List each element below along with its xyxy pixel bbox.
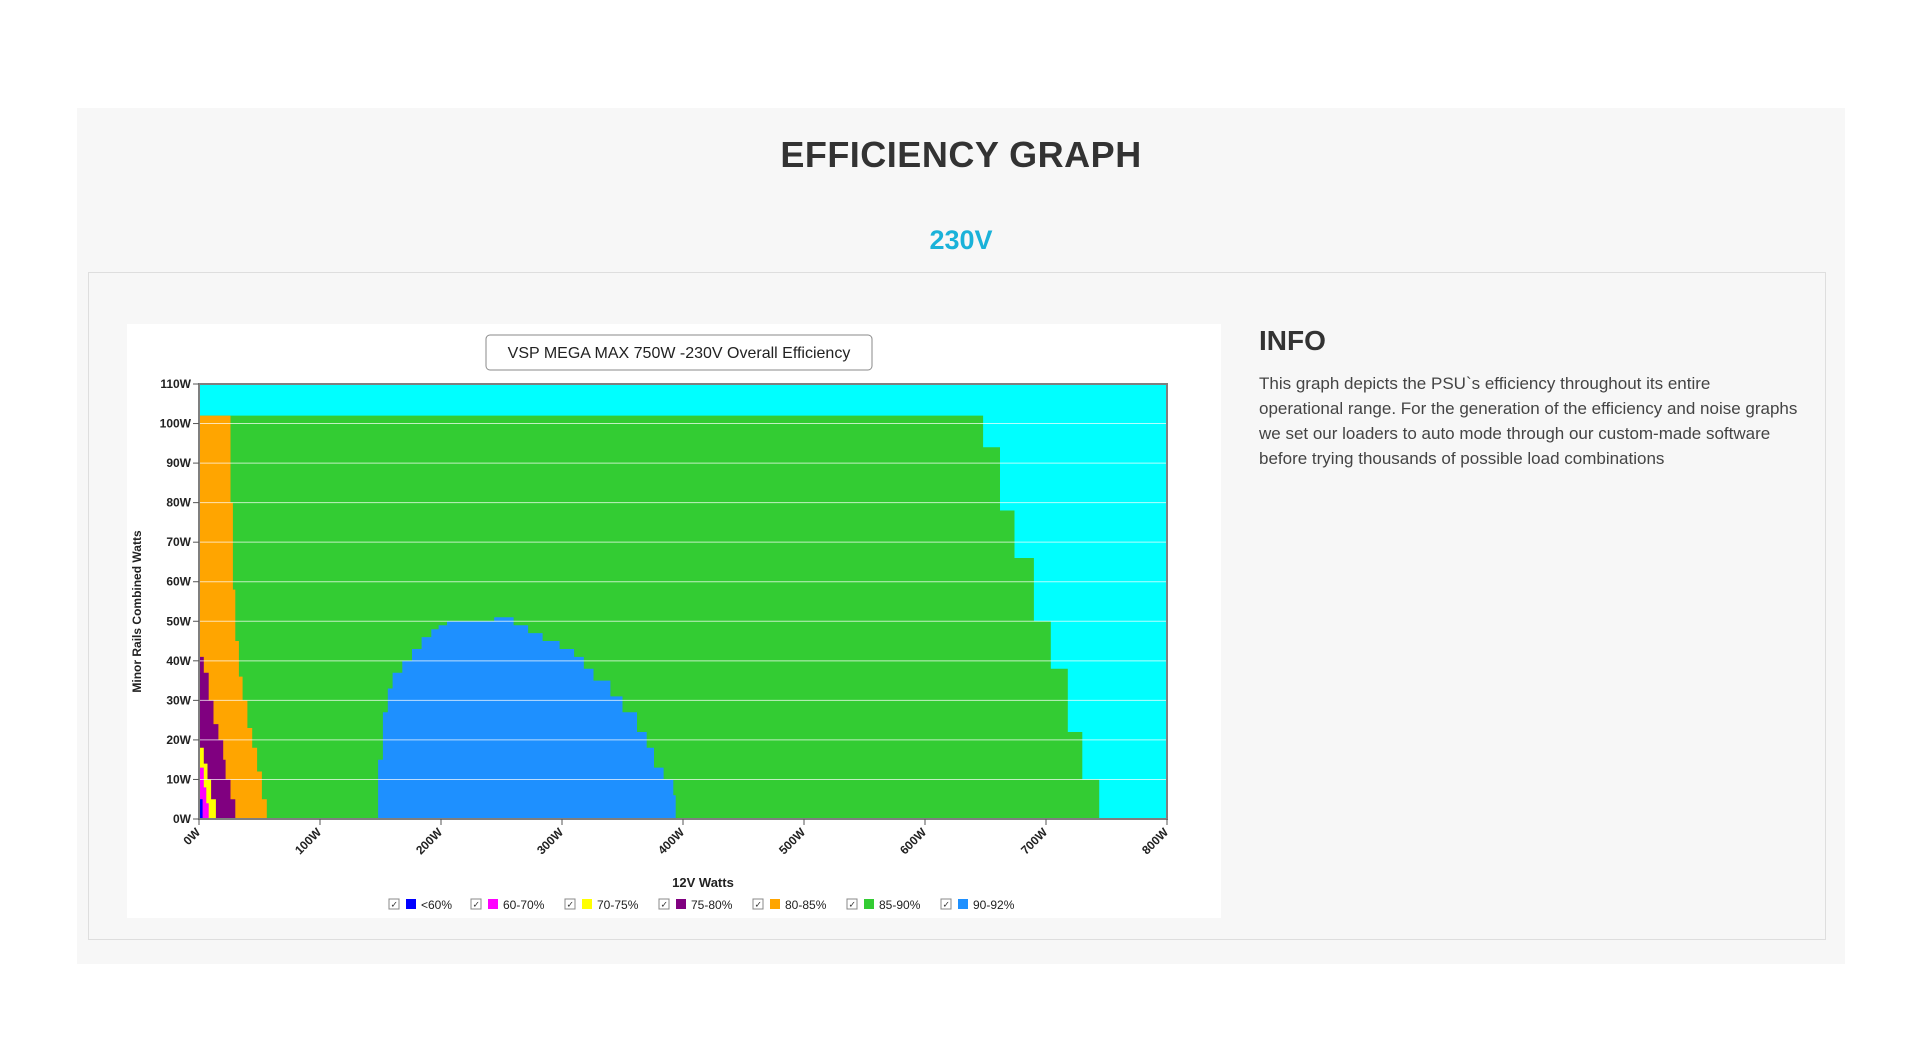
x-tick-label: 600W xyxy=(897,825,930,858)
legend-checkbox[interactable] xyxy=(940,898,952,910)
page-title: EFFICIENCY GRAPH xyxy=(780,134,1142,175)
checkmark-icon: ✓ xyxy=(943,901,951,911)
legend-checkbox[interactable] xyxy=(564,898,576,910)
x-tick-label: 400W xyxy=(655,825,688,858)
info-text: This graph depicts the PSU`s efficiency … xyxy=(1259,374,1798,468)
legend-checkbox[interactable] xyxy=(470,898,482,910)
efficiency-chart-svg: 0W 10W 20W 30W 40W 50W 60W 70W 80W 90W 100W 110W 0W 1… xyxy=(130,334,1172,912)
checkmark-icon: ✓ xyxy=(473,901,481,911)
efficiency-chart: 0W 10W 20W 30W 40W 50W 60W 70W 80W 90W 100W 110W 0W 1… xyxy=(127,324,1221,918)
legend-swatch xyxy=(488,899,498,909)
info-title: INFO xyxy=(1259,325,1326,356)
legend-label: 60-70% xyxy=(503,898,545,912)
y-tick-label: 100W xyxy=(160,417,192,431)
efficiency-zone-1 xyxy=(199,415,267,819)
x-tick-label: 200W xyxy=(413,825,446,858)
y-tick-label: 70W xyxy=(166,535,191,549)
legend-swatch xyxy=(406,899,416,909)
legend-label: <60% xyxy=(421,898,452,912)
y-tick-label: 90W xyxy=(166,456,191,470)
y-tick-label: 80W xyxy=(166,496,191,510)
checkmark-icon: ✓ xyxy=(391,901,399,911)
x-tick-label: 0W xyxy=(180,825,203,848)
checkmark-icon: ✓ xyxy=(661,901,669,911)
legend-swatch xyxy=(864,899,874,909)
legend-swatch xyxy=(770,899,780,909)
legend-item[interactable]: ✓ <60% xyxy=(388,898,452,912)
legend-label: 70-75% xyxy=(597,898,639,912)
y-tick-label: 60W xyxy=(166,575,191,589)
efficiency-zone-2 xyxy=(199,656,236,819)
x-tick-label: 800W xyxy=(1139,825,1172,858)
checkmark-icon: ✓ xyxy=(849,901,857,911)
y-tick-label: 10W xyxy=(166,772,191,786)
legend-checkbox[interactable] xyxy=(752,898,764,910)
efficiency-zone-6 xyxy=(378,617,676,819)
x-tick-label: 100W xyxy=(292,825,325,858)
x-axis-label: 12V Watts xyxy=(672,875,734,890)
legend-item[interactable]: ✓ 70-75% xyxy=(564,898,639,912)
info-panel: INFO This graph depicts the PSU`s effici… xyxy=(1259,325,1799,471)
legend-label: 90-92% xyxy=(973,898,1015,912)
x-tick-label: 300W xyxy=(534,825,567,858)
y-tick-label: 30W xyxy=(166,693,191,707)
y-tick-label: 0W xyxy=(173,812,192,826)
legend-swatch xyxy=(958,899,968,909)
legend-item[interactable]: ✓ 90-92% xyxy=(940,898,1015,912)
x-tick-label: 500W xyxy=(776,825,809,858)
efficiency-section: EFFICIENCY GRAPH 230V 0W 10W 20W 30W 40W 50W 6… xyxy=(77,108,1845,964)
x-tick-label: 700W xyxy=(1018,825,1051,858)
y-axis-label: Minor Rails Combined Watts xyxy=(130,530,144,693)
legend-item[interactable]: ✓ 80-85% xyxy=(752,898,827,912)
legend-swatch xyxy=(676,899,686,909)
voltage-tab-label[interactable]: 230V xyxy=(929,225,993,255)
checkmark-icon: ✓ xyxy=(755,901,763,911)
chart-title: VSP MEGA MAX 750W -230V Overall Efficien… xyxy=(508,345,851,362)
legend-label: 75-80% xyxy=(691,898,733,912)
legend-checkbox[interactable] xyxy=(658,898,670,910)
chart-title-box xyxy=(485,334,873,371)
legend-checkbox[interactable] xyxy=(846,898,858,910)
y-tick-label: 40W xyxy=(166,654,191,668)
legend-label: 80-85% xyxy=(785,898,827,912)
legend-item[interactable]: ✓ 85-90% xyxy=(846,898,921,912)
legend-item[interactable]: ✓ 60-70% xyxy=(470,898,545,912)
y-tick-label: 50W xyxy=(166,614,191,628)
legend-label: 85-90% xyxy=(879,898,921,912)
y-tick-label: 110W xyxy=(160,377,191,391)
checkmark-icon: ✓ xyxy=(567,901,575,911)
efficiency-card: 0W 10W 20W 30W 40W 50W 60W 70W 80W 90W 100W 110W 0W 1… xyxy=(88,272,1826,940)
legend-swatch xyxy=(582,899,592,909)
legend-item[interactable]: ✓ 75-80% xyxy=(658,898,733,912)
y-tick-label: 20W xyxy=(166,733,191,747)
legend-checkbox[interactable] xyxy=(388,898,400,910)
